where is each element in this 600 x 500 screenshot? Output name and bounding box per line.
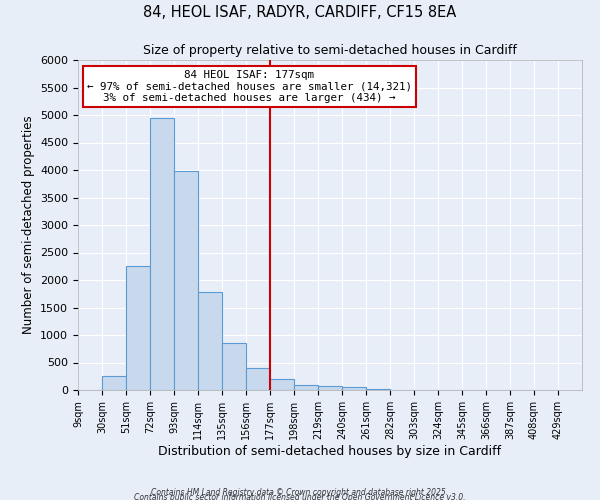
X-axis label: Distribution of semi-detached houses by size in Cardiff: Distribution of semi-detached houses by … xyxy=(158,444,502,458)
Bar xyxy=(270,379,294,390)
Bar xyxy=(246,368,270,390)
Y-axis label: Number of semi-detached properties: Number of semi-detached properties xyxy=(22,116,35,334)
Bar xyxy=(102,376,126,390)
Bar xyxy=(198,292,222,390)
Bar xyxy=(126,266,150,390)
Title: Size of property relative to semi-detached houses in Cardiff: Size of property relative to semi-detach… xyxy=(143,44,517,58)
Text: Contains public sector information licensed under the Open Government Licence v3: Contains public sector information licen… xyxy=(134,492,466,500)
Bar xyxy=(366,388,390,390)
Text: Contains HM Land Registry data © Crown copyright and database right 2025.: Contains HM Land Registry data © Crown c… xyxy=(151,488,449,497)
Bar xyxy=(222,343,246,390)
Bar xyxy=(318,386,342,390)
Bar xyxy=(342,387,366,390)
Text: 84, HEOL ISAF, RADYR, CARDIFF, CF15 8EA: 84, HEOL ISAF, RADYR, CARDIFF, CF15 8EA xyxy=(143,5,457,20)
Bar xyxy=(294,384,318,390)
Bar xyxy=(150,118,174,390)
Bar xyxy=(174,172,198,390)
Text: 84 HEOL ISAF: 177sqm
← 97% of semi-detached houses are smaller (14,321)
3% of se: 84 HEOL ISAF: 177sqm ← 97% of semi-detac… xyxy=(87,70,412,103)
